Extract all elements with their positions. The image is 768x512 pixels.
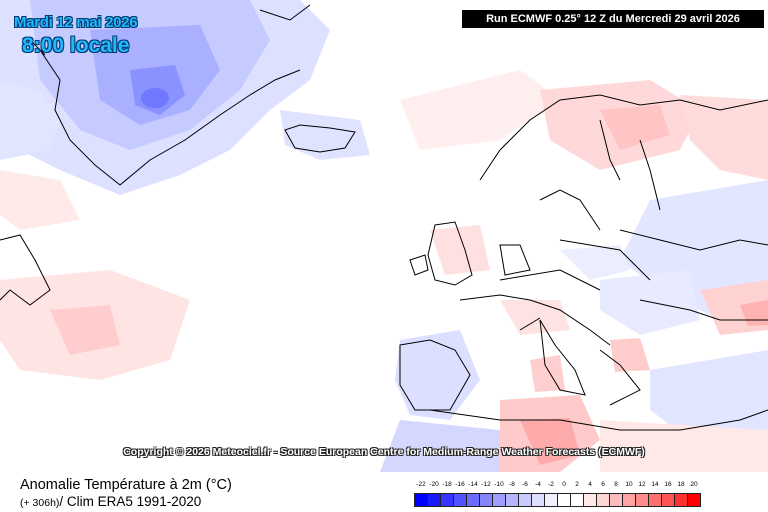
legend-swatch [635, 493, 649, 507]
legend-swatch [427, 493, 441, 507]
model-run-label: Run ECMWF 0.25° 12 Z du Mercredi 29 avri… [462, 10, 764, 28]
legend-swatch [661, 493, 675, 507]
footer-bar: Anomalie Température à 2m (°C) (+ 306h)/… [0, 472, 768, 512]
legend-swatch [557, 493, 571, 507]
legend-swatch [466, 493, 480, 507]
legend-tick-label: 12 [638, 481, 646, 488]
legend-tick-label: 10 [625, 481, 633, 488]
legend-swatch [505, 493, 519, 507]
legend-tick-label: 8 [614, 481, 618, 488]
legend-tick-label: 6 [601, 481, 605, 488]
copyright-notice: Copyright © 2026 Meteociel.fr - Source E… [123, 446, 645, 458]
warm-anomaly-fields [0, 70, 768, 472]
legend-swatch [492, 493, 506, 507]
legend-swatch [622, 493, 636, 507]
legend-tick-label: 20 [690, 481, 698, 488]
legend-swatch [596, 493, 610, 507]
legend-tick-label: -10 [494, 481, 504, 488]
forecast-date: Mardi 12 mai 2026 [14, 14, 138, 31]
legend-tick-label: 4 [588, 481, 592, 488]
legend-tick-label: -6 [522, 481, 528, 488]
legend-tick-label: 18 [677, 481, 685, 488]
legend-tick-label: -2 [548, 481, 554, 488]
lead-time: (+ 306h) [20, 497, 60, 509]
legend-tick-label: 0 [562, 481, 566, 488]
legend-tick-label: 14 [651, 481, 659, 488]
legend-swatch [583, 493, 597, 507]
map-title: Anomalie Température à 2m (°C) [20, 477, 232, 493]
forecast-local-time: 8:00 locale [22, 34, 130, 57]
climatology-reference: / Clim ERA5 1991-2020 [59, 494, 202, 509]
legend-swatch [674, 493, 688, 507]
legend-swatch [570, 493, 584, 507]
cold-anomaly-fields [0, 0, 768, 472]
legend-tick-label: 16 [664, 481, 672, 488]
legend-tick-label: -14 [468, 481, 478, 488]
legend-swatch [453, 493, 467, 507]
color-scale-legend: -22 -20 -18 -16 -14 -12 -10 -8 -6 -4 -2 0 2 4 6 8 10 12 14… [414, 481, 701, 507]
legend-swatch [414, 493, 428, 507]
legend-tick-label: -20 [429, 481, 439, 488]
legend-swatch [479, 493, 493, 507]
legend-swatch [531, 493, 545, 507]
legend-swatch [648, 493, 662, 507]
legend-tick-label: -16 [455, 481, 465, 488]
legend-tick-label: 2 [575, 481, 579, 488]
legend-tick-label: -4 [535, 481, 541, 488]
legend-swatch [518, 493, 532, 507]
coastlines [0, 4, 768, 431]
legend-swatch [544, 493, 558, 507]
temperature-anomaly-map [0, 0, 768, 472]
legend-swatch [440, 493, 454, 507]
legend-labels: -22 -20 -18 -16 -14 -12 -10 -8 -6 -4 -2 0 2 4 6 8 10 12 14… [414, 481, 700, 491]
legend-tick-label: -12 [481, 481, 491, 488]
legend-swatch [687, 493, 701, 507]
legend-tick-label: -8 [509, 481, 515, 488]
legend-tick-label: -22 [416, 481, 426, 488]
legend-swatches [414, 493, 701, 507]
map-subtitle: (+ 306h)/ Clim ERA5 1991-2020 [20, 494, 201, 509]
legend-tick-label: -18 [442, 481, 452, 488]
legend-swatch [609, 493, 623, 507]
